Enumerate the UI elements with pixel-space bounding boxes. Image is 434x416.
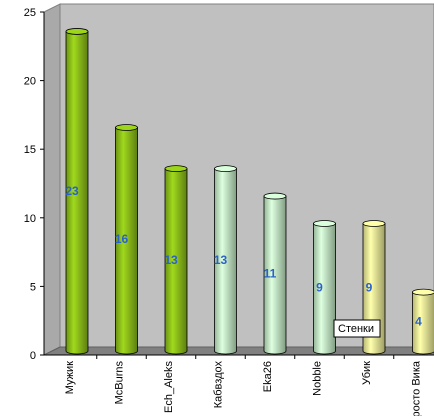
x-tick-label: Ech_Aleks <box>163 361 175 413</box>
x-tick-label: росто Вика <box>411 360 423 416</box>
bar-body <box>115 127 138 355</box>
bar-series <box>65 28 434 355</box>
y-tick-label: 10 <box>24 213 36 225</box>
data-label: 4 <box>415 315 422 329</box>
x-tick-label: McBurns <box>114 361 126 405</box>
data-label: 23 <box>65 184 79 198</box>
bar-top <box>412 288 434 296</box>
bar <box>313 220 336 355</box>
bar-top <box>313 220 336 227</box>
bar <box>412 288 434 355</box>
bar-body <box>214 168 237 355</box>
data-label: 9 <box>316 280 323 294</box>
data-labels: 23 16 13 13 11 9 9 4 <box>65 184 422 328</box>
y-axis-ticks: 0 5 10 15 20 25 <box>24 7 44 362</box>
y-tick-label: 5 <box>30 281 36 293</box>
x-tick-label: Eka26 <box>262 361 274 392</box>
data-label: 11 <box>264 267 277 281</box>
tooltip: Стенки <box>333 319 381 338</box>
bar-body <box>263 195 287 355</box>
bar <box>164 165 188 355</box>
y-tick-label: 25 <box>24 7 36 19</box>
x-tick-label: Убик <box>361 361 373 385</box>
data-label: 9 <box>366 280 373 294</box>
tooltip-box <box>333 319 381 338</box>
data-label: 13 <box>214 253 228 267</box>
bar-body <box>412 291 434 355</box>
bar-body <box>65 31 89 355</box>
x-axis-ticks: Мужик McBurns Ech_Aleks Кабвздох Eka26 Nobble… <box>64 355 423 416</box>
x-tick-label: Кабвздох <box>213 361 225 409</box>
bar-top <box>214 165 237 173</box>
bar-top <box>263 192 287 200</box>
bar-top <box>362 220 386 227</box>
bar <box>65 28 89 355</box>
bar <box>115 124 138 355</box>
x-tick-label: Мужик <box>64 361 76 394</box>
bar <box>214 165 237 355</box>
bar-body <box>313 223 336 355</box>
bar <box>263 192 287 355</box>
x-tick-label: Nobble <box>312 361 324 396</box>
bar-top <box>65 28 89 35</box>
y-tick-label: 20 <box>24 76 36 88</box>
data-label: 13 <box>164 253 178 267</box>
bar-top <box>164 165 188 173</box>
y-tick-label: 0 <box>30 350 36 362</box>
tooltip-text: Стенки <box>338 323 374 335</box>
bar-top <box>115 124 138 131</box>
chart-side-wall <box>43 3 61 356</box>
bar-body <box>164 168 188 355</box>
y-tick-label: 15 <box>24 144 36 156</box>
data-label: 16 <box>115 232 129 246</box>
